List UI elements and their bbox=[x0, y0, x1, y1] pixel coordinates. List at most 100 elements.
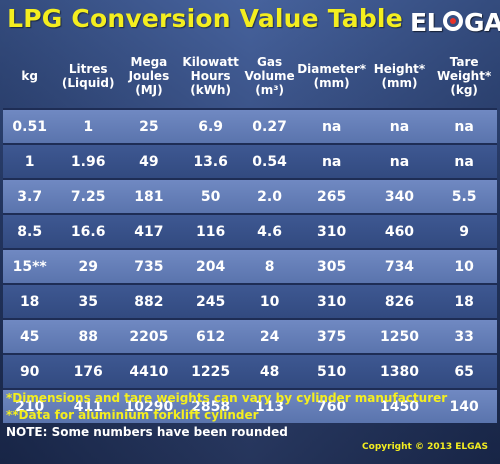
table-cell: 10 bbox=[243, 283, 296, 318]
column-header-line: (MJ) bbox=[135, 83, 163, 97]
table-body: 0.51 1 25 6.9 0.27 na na na 1 1.96 49 13.6 0.54 na na n… bbox=[3, 108, 497, 423]
logo-ring-icon bbox=[443, 11, 464, 31]
table-cell: 50 bbox=[177, 178, 244, 213]
footnote-rounded: NOTE: Some numbers have been rounded bbox=[6, 425, 288, 439]
table-cell: 25 bbox=[120, 108, 178, 143]
table-row: 45 88 2205 612 24 375 1250 33 bbox=[3, 318, 497, 353]
column-header-line: Joules bbox=[128, 69, 170, 83]
table-cell: na bbox=[295, 143, 368, 178]
table-cell: 90 bbox=[3, 353, 57, 388]
table-cell: 65 bbox=[431, 353, 497, 388]
table-cell: 305 bbox=[295, 248, 368, 283]
table-cell: 5.5 bbox=[431, 178, 497, 213]
table-cell: 18 bbox=[431, 283, 497, 318]
table-cell: 1450 bbox=[367, 388, 432, 423]
column-header-line: Height* bbox=[373, 62, 426, 76]
column-header-line: Diameter* bbox=[297, 62, 367, 76]
column-header: Diameter* (mm) bbox=[296, 44, 368, 108]
table-cell: na bbox=[431, 108, 497, 143]
table-cell: 140 bbox=[431, 388, 497, 423]
column-header-line: Mega bbox=[130, 55, 168, 69]
table-cell: 16.6 bbox=[56, 213, 121, 248]
table-cell: 3.7 bbox=[3, 178, 57, 213]
column-header: kg bbox=[3, 44, 56, 108]
table-cell: 0.51 bbox=[3, 108, 57, 143]
conversion-table: kg Litres (Liquid) Mega Joules (MJ) Kilowatt Ho… bbox=[3, 44, 497, 423]
table-cell: 0.27 bbox=[243, 108, 296, 143]
table-cell: 265 bbox=[295, 178, 368, 213]
table-cell: 49 bbox=[120, 143, 178, 178]
column-header-line: Hours bbox=[190, 69, 231, 83]
column-header-line: (mm) bbox=[381, 76, 418, 90]
column-header-line: Volume bbox=[244, 69, 295, 83]
table-row: 18 35 882 245 10 310 826 18 bbox=[3, 283, 497, 318]
table-cell: 8.5 bbox=[3, 213, 57, 248]
table-cell: 15** bbox=[3, 248, 57, 283]
table-cell: 210 bbox=[3, 388, 57, 423]
column-header-line: Gas bbox=[257, 55, 283, 69]
table-cell: 734 bbox=[367, 248, 432, 283]
logo-text-end: GAS bbox=[464, 7, 500, 37]
table-cell: 0.54 bbox=[243, 143, 296, 178]
table-cell: 760 bbox=[295, 388, 368, 423]
copyright-text: Copyright © 2013 ELGAS bbox=[362, 442, 488, 452]
table-cell: 6.9 bbox=[177, 108, 244, 143]
table-cell: 612 bbox=[177, 318, 244, 353]
table-row: 0.51 1 25 6.9 0.27 na na na bbox=[3, 108, 497, 143]
table-cell: 88 bbox=[56, 318, 121, 353]
column-header-line: (Liquid) bbox=[61, 76, 115, 90]
table-cell: na bbox=[367, 143, 432, 178]
table-cell: 13.6 bbox=[177, 143, 244, 178]
table-cell: 2205 bbox=[120, 318, 178, 353]
table-cell: 826 bbox=[367, 283, 432, 318]
column-header-line: (kWh) bbox=[190, 83, 231, 97]
table-cell: na bbox=[431, 143, 497, 178]
table-cell: 113 bbox=[243, 388, 296, 423]
table-cell: 18 bbox=[3, 283, 57, 318]
table-cell: na bbox=[367, 108, 432, 143]
column-header-line: Litres bbox=[68, 62, 108, 76]
table-row: 1 1.96 49 13.6 0.54 na na na bbox=[3, 143, 497, 178]
column-header-line: (m³) bbox=[255, 83, 284, 97]
column-header: Gas Volume (m³) bbox=[243, 44, 295, 108]
table-cell: 882 bbox=[120, 283, 178, 318]
header-row: kg Litres (Liquid) Mega Joules (MJ) Kilowatt Ho… bbox=[3, 44, 497, 108]
column-header: Kilowatt Hours (kWh) bbox=[178, 44, 244, 108]
column-header: Litres (Liquid) bbox=[56, 44, 120, 108]
footnote-dimensions: *Dimensions and tare weights can vary by… bbox=[6, 391, 448, 405]
table-row: 210 411 10290 2858 113 760 1450 140 bbox=[3, 388, 497, 423]
table-cell: 4410 bbox=[120, 353, 178, 388]
table-cell: 310 bbox=[295, 283, 368, 318]
page-title: LPG Conversion Value Table bbox=[7, 4, 403, 33]
table-cell: 2858 bbox=[177, 388, 244, 423]
table-cell: 1 bbox=[56, 108, 121, 143]
table-cell: 1380 bbox=[367, 353, 432, 388]
table-cell: 411 bbox=[56, 388, 121, 423]
table-cell: 204 bbox=[177, 248, 244, 283]
table-cell: 45 bbox=[3, 318, 57, 353]
elgas-logo: EL GAS bbox=[410, 7, 500, 37]
footnotes: *Dimensions and tare weights can vary by… bbox=[6, 390, 496, 441]
column-header-line: kg bbox=[21, 69, 38, 83]
table-cell: 29 bbox=[56, 248, 121, 283]
column-header: Tare Weight* (kg) bbox=[431, 44, 497, 108]
table-cell: 176 bbox=[56, 353, 121, 388]
table-cell: 340 bbox=[367, 178, 432, 213]
table-row: 8.5 16.6 417 116 4.6 310 460 9 bbox=[3, 213, 497, 248]
table-cell: 460 bbox=[367, 213, 432, 248]
table-cell: 2.0 bbox=[243, 178, 296, 213]
table-cell: 116 bbox=[177, 213, 244, 248]
table-cell: 4.6 bbox=[243, 213, 296, 248]
table-cell: 310 bbox=[295, 213, 368, 248]
table-cell: 8 bbox=[243, 248, 296, 283]
column-header-line: Kilowatt bbox=[182, 55, 239, 69]
table-cell: 48 bbox=[243, 353, 296, 388]
table-cell: 33 bbox=[431, 318, 497, 353]
logo-text-start: EL bbox=[410, 7, 443, 37]
column-header-line: (kg) bbox=[450, 83, 478, 97]
table-cell: 245 bbox=[177, 283, 244, 318]
table-cell: 510 bbox=[295, 353, 368, 388]
table-cell: 1.96 bbox=[56, 143, 121, 178]
table-cell: 417 bbox=[120, 213, 178, 248]
table-cell: na bbox=[295, 108, 368, 143]
